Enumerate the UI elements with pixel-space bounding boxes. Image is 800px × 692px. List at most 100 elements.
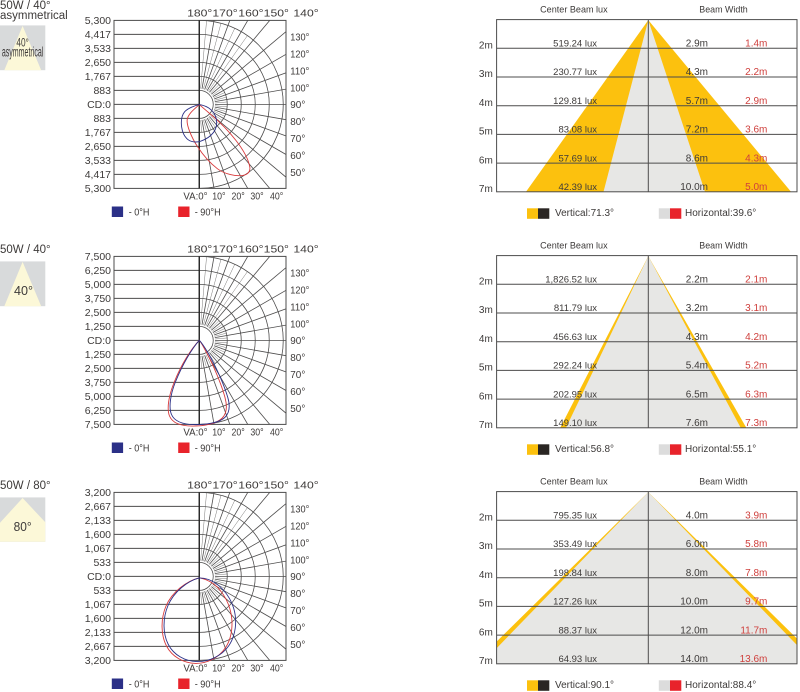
svg-text:7,500: 7,500 <box>85 419 111 431</box>
svg-text:110°: 110° <box>290 537 309 549</box>
svg-text:3.6m: 3.6m <box>745 125 767 136</box>
svg-text:4.3m: 4.3m <box>745 153 767 164</box>
svg-text:6m: 6m <box>479 391 493 402</box>
svg-text:4,417: 4,417 <box>85 169 111 181</box>
svg-text:50°: 50° <box>290 639 305 651</box>
svg-text:11.7m: 11.7m <box>740 625 767 636</box>
svg-text:- 90°H: - 90°H <box>195 443 221 455</box>
svg-text:50W / 80°: 50W / 80° <box>0 480 51 492</box>
svg-text:170°: 170° <box>212 8 237 20</box>
svg-text:10°: 10° <box>212 663 225 675</box>
svg-text:30°: 30° <box>250 427 263 439</box>
svg-text:5,000: 5,000 <box>85 279 111 291</box>
svg-text:6.0m: 6.0m <box>686 539 708 550</box>
svg-text:130°: 130° <box>290 32 309 44</box>
svg-text:80°: 80° <box>290 352 305 364</box>
svg-text:50W / 40°: 50W / 40° <box>0 244 51 256</box>
svg-text:asymmetrical: asymmetrical <box>2 44 44 59</box>
svg-text:2,133: 2,133 <box>85 627 111 639</box>
svg-text:4.0m: 4.0m <box>686 511 708 522</box>
svg-text:519.24 lux: 519.24 lux <box>553 39 597 50</box>
svg-text:170°: 170° <box>212 480 237 492</box>
svg-text:10.0m: 10.0m <box>680 597 708 608</box>
svg-text:40°: 40° <box>270 663 283 675</box>
svg-text:3.9m: 3.9m <box>745 511 767 522</box>
svg-text:60°: 60° <box>290 386 305 398</box>
svg-text:5m: 5m <box>479 127 493 138</box>
svg-text:120°: 120° <box>290 49 309 61</box>
svg-text:2.1m: 2.1m <box>745 275 767 286</box>
svg-text:130°: 130° <box>290 504 309 516</box>
svg-text:9.7m: 9.7m <box>745 597 767 608</box>
svg-text:3,200: 3,200 <box>85 655 111 667</box>
svg-text:- 0°H: - 0°H <box>129 679 150 691</box>
svg-text:130°: 130° <box>290 268 309 280</box>
svg-text:20°: 20° <box>231 191 244 203</box>
svg-text:160°: 160° <box>238 480 263 492</box>
svg-text:110°: 110° <box>290 301 309 313</box>
svg-text:4,417: 4,417 <box>85 29 111 41</box>
svg-text:2m: 2m <box>479 513 493 524</box>
svg-text:30°: 30° <box>250 663 263 675</box>
svg-text:2,500: 2,500 <box>85 307 111 319</box>
svg-text:- 90°H: - 90°H <box>195 679 221 691</box>
svg-text:7m: 7m <box>479 656 493 667</box>
svg-text:Vertical:90.1°: Vertical:90.1° <box>555 680 614 691</box>
svg-text:7,500: 7,500 <box>85 251 111 263</box>
svg-text:1,767: 1,767 <box>85 71 111 83</box>
svg-text:80°: 80° <box>290 116 305 128</box>
svg-text:13.6m: 13.6m <box>740 654 768 665</box>
svg-text:3,533: 3,533 <box>85 43 111 55</box>
svg-text:140°: 140° <box>293 8 318 20</box>
svg-text:Beam Width: Beam Width <box>699 241 748 252</box>
svg-text:10°: 10° <box>212 427 225 439</box>
svg-text:Center Beam lux: Center Beam lux <box>540 477 608 488</box>
svg-text:90°: 90° <box>290 571 305 583</box>
svg-text:3m: 3m <box>479 305 493 316</box>
svg-text:5.2m: 5.2m <box>745 361 767 372</box>
svg-text:180°: 180° <box>187 244 212 256</box>
svg-text:1,767: 1,767 <box>85 127 111 139</box>
svg-text:12.0m: 12.0m <box>680 625 708 636</box>
svg-text:83.08 lux: 83.08 lux <box>558 125 597 136</box>
svg-text:Center Beam lux: Center Beam lux <box>540 241 608 252</box>
svg-text:8.6m: 8.6m <box>686 153 708 164</box>
svg-text:50°: 50° <box>290 167 305 179</box>
svg-text:1,250: 1,250 <box>85 321 111 333</box>
svg-text:4m: 4m <box>479 98 493 109</box>
svg-text:7.3m: 7.3m <box>745 418 767 429</box>
svg-text:5,300: 5,300 <box>85 15 111 27</box>
svg-text:10°: 10° <box>212 191 225 203</box>
svg-text:3.1m: 3.1m <box>745 303 767 314</box>
svg-text:2.2m: 2.2m <box>686 275 708 286</box>
svg-text:100°: 100° <box>290 318 309 330</box>
svg-text:1,067: 1,067 <box>85 599 111 611</box>
svg-text:20°: 20° <box>231 663 244 675</box>
svg-text:110°: 110° <box>290 65 309 77</box>
svg-text:8.0m: 8.0m <box>686 568 708 579</box>
svg-text:2,650: 2,650 <box>85 141 111 153</box>
svg-text:asymmetrical: asymmetrical <box>0 10 68 22</box>
svg-text:VA:0°: VA:0° <box>183 191 207 203</box>
svg-text:202.95 lux: 202.95 lux <box>553 389 597 400</box>
svg-text:1,600: 1,600 <box>85 529 111 541</box>
svg-text:795.35 lux: 795.35 lux <box>553 511 597 522</box>
svg-text:150°: 150° <box>264 8 289 20</box>
svg-text:2.9m: 2.9m <box>745 96 767 107</box>
svg-text:2,500: 2,500 <box>85 363 111 375</box>
svg-text:CD:0: CD:0 <box>87 335 111 347</box>
svg-text:198.84 lux: 198.84 lux <box>553 568 597 579</box>
svg-text:2,133: 2,133 <box>85 515 111 527</box>
svg-text:5.4m: 5.4m <box>686 361 708 372</box>
svg-text:50W / 40°: 50W / 40° <box>0 0 51 12</box>
svg-text:Beam Width: Beam Width <box>699 477 748 488</box>
svg-text:6m: 6m <box>479 627 493 638</box>
svg-text:883: 883 <box>93 85 111 97</box>
svg-text:1,250: 1,250 <box>85 349 111 361</box>
svg-text:2.2m: 2.2m <box>745 67 767 78</box>
svg-text:Vertical:71.3°: Vertical:71.3° <box>555 208 614 219</box>
svg-text:100°: 100° <box>290 554 309 566</box>
svg-text:64.93 lux: 64.93 lux <box>558 654 597 665</box>
svg-text:40°: 40° <box>270 191 283 203</box>
svg-text:2m: 2m <box>479 41 493 52</box>
